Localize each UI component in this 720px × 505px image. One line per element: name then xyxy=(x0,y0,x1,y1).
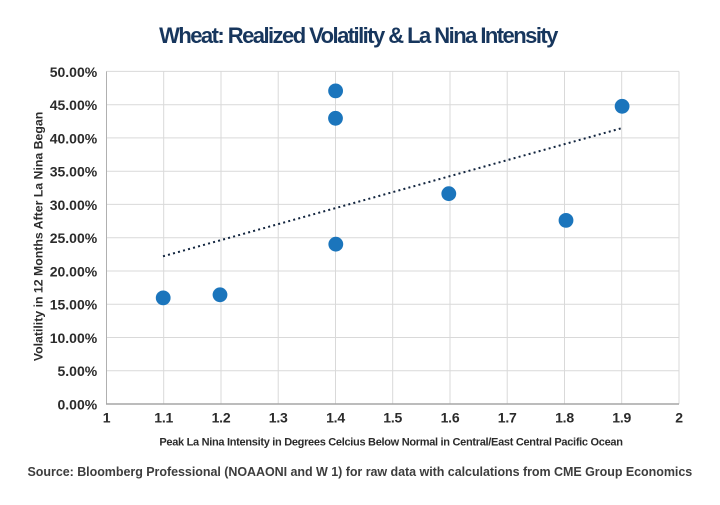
svg-text:Source: Bloomberg Professional: Source: Bloomberg Professional (NOAAONI … xyxy=(28,465,693,479)
svg-text:1.3: 1.3 xyxy=(269,410,288,426)
svg-text:5.00%: 5.00% xyxy=(57,363,97,379)
svg-text:1.2: 1.2 xyxy=(212,410,231,426)
svg-text:2: 2 xyxy=(675,410,683,426)
svg-text:1.9: 1.9 xyxy=(612,410,631,426)
svg-text:0.00%: 0.00% xyxy=(57,397,97,413)
svg-text:20.00%: 20.00% xyxy=(50,263,98,279)
svg-text:10.00%: 10.00% xyxy=(50,330,98,346)
svg-text:1.4: 1.4 xyxy=(326,410,345,426)
svg-text:1.7: 1.7 xyxy=(498,410,517,426)
svg-text:25.00%: 25.00% xyxy=(50,230,98,246)
svg-text:15.00%: 15.00% xyxy=(50,297,98,313)
svg-text:Peak La Nina Intensity in Degr: Peak La Nina Intensity in Degrees Celciu… xyxy=(159,437,623,449)
svg-text:40.00%: 40.00% xyxy=(50,130,98,146)
svg-text:1: 1 xyxy=(103,410,111,426)
svg-text:1.5: 1.5 xyxy=(383,410,402,426)
svg-text:35.00%: 35.00% xyxy=(50,164,98,180)
svg-text:Volatility in 12 Months After: Volatility in 12 Months After La Nina Be… xyxy=(31,112,45,361)
svg-text:50.00%: 50.00% xyxy=(50,64,98,80)
svg-text:1.1: 1.1 xyxy=(154,410,173,426)
svg-text:1.6: 1.6 xyxy=(441,410,460,426)
svg-text:Wheat: Realized Volatility & L: Wheat: Realized Volatility & La Nina Int… xyxy=(159,23,559,48)
svg-text:30.00%: 30.00% xyxy=(50,197,98,213)
svg-text:45.00%: 45.00% xyxy=(50,97,98,113)
svg-text:1.8: 1.8 xyxy=(555,410,574,426)
